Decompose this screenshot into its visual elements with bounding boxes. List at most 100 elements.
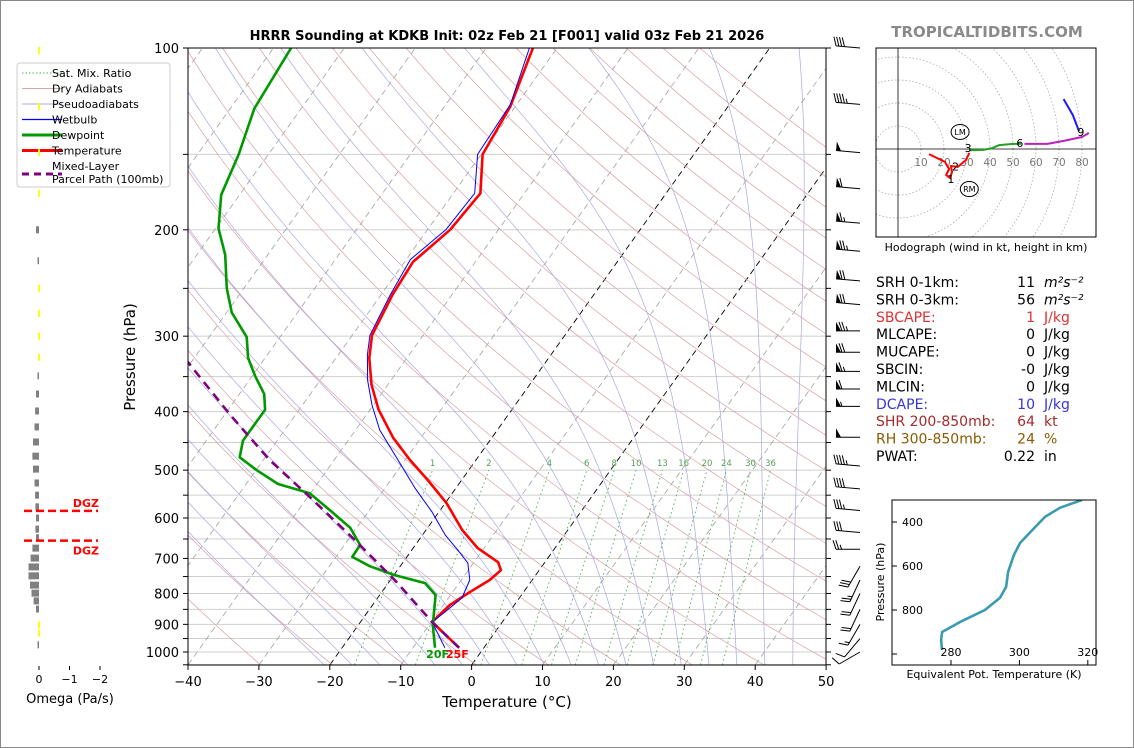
- hodograph-ring-label: 50: [1006, 157, 1019, 169]
- barb-shaft: [838, 651, 861, 665]
- wind-barb: [833, 36, 861, 49]
- wind-barb: [836, 362, 860, 372]
- isotherm: [400, 67, 826, 665]
- index-value: 0: [1026, 379, 1035, 395]
- dry-adiabat: [188, 170, 765, 665]
- x-tick-label: −40: [174, 675, 201, 690]
- wind-barb: [833, 499, 861, 511]
- omega-bar: [38, 353, 40, 361]
- wind-barb: [836, 321, 860, 332]
- mixing-ratio-line: [673, 470, 727, 665]
- barb-shaft: [849, 609, 861, 632]
- omega-bar: [32, 452, 39, 460]
- legend-label: Sat. Mix. Ratio: [52, 67, 132, 80]
- barb-flag: [836, 428, 841, 438]
- y-tick-label: 400: [154, 406, 179, 421]
- x-tick-label: −30: [245, 675, 272, 690]
- wind-barb: [838, 565, 861, 588]
- dry-adiabat: [259, 48, 826, 544]
- x-tick-label: 0: [467, 675, 475, 690]
- dgz-label: DGZ: [73, 545, 99, 558]
- barb-full: [841, 478, 845, 488]
- mixing-ratio-label: 6: [584, 459, 589, 469]
- isotherm: [188, 48, 629, 665]
- y-tick-label: 100: [154, 42, 179, 57]
- omega-bar: [38, 332, 40, 340]
- dry-adiabat: [295, 48, 826, 507]
- wind-barb: [831, 651, 861, 665]
- index-label: SRH 0-1km:: [876, 275, 959, 291]
- x-tick-label: −10: [387, 675, 414, 690]
- y-tick-label: 800: [154, 587, 179, 602]
- barb-full: [841, 343, 846, 353]
- barb-full: [833, 477, 837, 487]
- dry-adiabat: [442, 48, 826, 368]
- theta-e-x-tick-label: 320: [1077, 646, 1098, 659]
- index-unit: J/kg: [1043, 310, 1070, 326]
- wind-barb: [833, 477, 861, 490]
- barb-half: [842, 504, 845, 510]
- chart-title: HRRR Sounding at KDKB Init: 02z Feb 21 […: [250, 29, 765, 44]
- legend-label: Pseudoadiabats: [52, 98, 139, 111]
- pseudoadiabat: [588, 48, 738, 665]
- barb-full: [841, 611, 852, 614]
- theta-e-panel: 280 300 320 400 600 800: [892, 500, 1098, 665]
- omega-bar: [38, 103, 40, 111]
- skewt-plot-frame: [187, 47, 827, 666]
- y-tick-label: 900: [154, 618, 179, 633]
- index-label: SBCAPE:: [876, 310, 936, 326]
- wind-barb: [836, 269, 861, 282]
- dry-adiabat: [188, 229, 693, 665]
- index-value: 10: [1017, 397, 1035, 413]
- mixing-ratio-label: 16: [678, 459, 689, 469]
- omega-bar: [35, 525, 39, 533]
- wind-barb: [836, 379, 860, 390]
- hodograph-ring-label: 60: [1029, 157, 1042, 169]
- barb-shaft: [847, 624, 861, 646]
- mixing-ratio-line: [480, 470, 550, 665]
- surface-dewpoint-label: 20F: [426, 648, 449, 661]
- pseudoadiabat: [215, 48, 627, 665]
- barb-full: [841, 597, 852, 600]
- omega-bar: [30, 554, 39, 562]
- barb-half: [845, 460, 848, 465]
- theta-e-y-tick-label: 800: [902, 604, 923, 617]
- barb-full: [840, 613, 850, 616]
- y-tick-label: 500: [154, 464, 179, 479]
- omega-bar: [35, 407, 39, 415]
- legend-label: Dewpoint: [52, 129, 105, 142]
- barb-shaft: [849, 579, 861, 602]
- barb-flag: [836, 380, 841, 390]
- barb-flag: [836, 362, 841, 372]
- barb-full: [841, 93, 845, 104]
- barb-full: [838, 321, 843, 332]
- dry-adiabat: [405, 48, 826, 402]
- skewt-series: 1 2 4 6 8 10 13 16 20 24 30 36: [188, 48, 776, 649]
- wind-barb: [836, 293, 861, 306]
- barb-full: [839, 240, 843, 250]
- pseudoadiabat: [792, 48, 805, 665]
- barb-full: [842, 240, 846, 251]
- x-tick-label: 20: [605, 675, 622, 690]
- x-tick-label: 30: [676, 675, 693, 690]
- hodograph-caption: Hodograph (wind in kt, height in km): [885, 241, 1088, 254]
- storm-motion-marker: [950, 123, 970, 140]
- barb-full: [838, 477, 843, 488]
- omega-bar: [31, 589, 39, 597]
- barb-half: [842, 366, 846, 372]
- mixing-ratio-label: 24: [721, 459, 732, 469]
- hodograph-ring-label: 10: [914, 157, 927, 169]
- wetbulb-line: [366, 48, 530, 649]
- barb-full: [833, 36, 837, 47]
- index-label: DCAPE:: [876, 397, 928, 413]
- barb-shaft: [836, 278, 861, 282]
- pseudoadiabat: [464, 48, 710, 665]
- hodograph-frame: [875, 47, 1097, 238]
- index-value: 1: [1026, 310, 1035, 326]
- barb-full: [842, 270, 846, 280]
- barb-half: [845, 326, 849, 332]
- barb-flag: [836, 397, 841, 407]
- indices-table: SRH 0-1km: 11 m²s⁻² SRH 0-3km: 56 m²s⁻² SBCAPE…: [876, 275, 1084, 465]
- skewt-y-label: Pressure (hPa): [121, 303, 139, 411]
